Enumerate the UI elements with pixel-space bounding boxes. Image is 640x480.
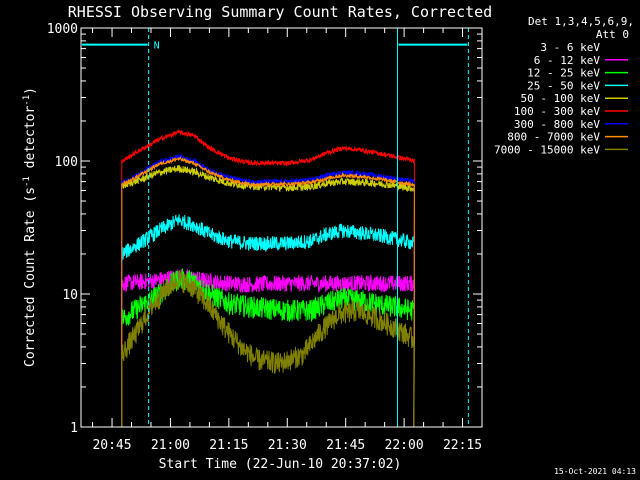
series-line-25-50-kev bbox=[121, 214, 415, 428]
series-line-100-300-kev bbox=[121, 129, 415, 428]
y-tick-label: 100 bbox=[55, 155, 78, 170]
night-marker-label: N bbox=[154, 41, 160, 52]
y-tick-label: 10 bbox=[62, 288, 78, 303]
y-axis-label-sup1: -1 bbox=[22, 176, 32, 187]
legend-entry-label: 6 - 12 keV bbox=[534, 54, 601, 67]
legend-entry-label: 800 - 7000 keV bbox=[507, 131, 600, 144]
plot-series-group bbox=[121, 129, 415, 428]
y-tick-label: 1000 bbox=[47, 22, 78, 37]
series-line-3-6-kev bbox=[121, 296, 415, 428]
y-axis-label-sup2: -1 bbox=[22, 95, 32, 106]
legend-entry-label: 100 - 300 keV bbox=[514, 105, 600, 118]
series-line-800-7000-kev bbox=[121, 156, 415, 428]
y-axis-label-end: ) bbox=[23, 87, 38, 95]
x-tick-label: 21:30 bbox=[268, 438, 307, 453]
y-axis-label-mid: detector bbox=[23, 106, 38, 177]
x-tick-label: 21:45 bbox=[326, 438, 365, 453]
y-axis-label-main: Corrected Count Rate (s bbox=[23, 187, 38, 367]
legend-header: Det 1,3,4,5,6,9, bbox=[528, 15, 634, 28]
legend-entry-label: 12 - 25 keV bbox=[527, 67, 600, 80]
x-tick-label: 22:15 bbox=[443, 438, 482, 453]
x-tick-label: 21:00 bbox=[151, 438, 190, 453]
legend-entry-label: 7000 - 15000 keV bbox=[494, 143, 600, 156]
legend-entry-label: 3 - 6 keV bbox=[540, 41, 600, 54]
x-tick-label: 22:00 bbox=[385, 438, 424, 453]
y-tick-label: 1 bbox=[70, 421, 78, 436]
series-line-300-800-kev bbox=[121, 153, 415, 428]
series-line-6-12-kev bbox=[121, 268, 415, 428]
series-line-7000-15000-kev bbox=[121, 270, 415, 428]
legend-entry-label: 50 - 100 keV bbox=[521, 92, 601, 105]
footer-timestamp: 15-Oct-2021 04:13 bbox=[554, 467, 636, 476]
y-axis: 1 10 100 1000 bbox=[47, 22, 482, 436]
y-axis-label: Corrected Count Rate (s-1 detector-1) bbox=[22, 87, 38, 367]
legend-header-att: Att 0 bbox=[596, 28, 629, 41]
plot-frame bbox=[80, 27, 483, 428]
x-axis: 20:45 21:00 21:15 21:30 21:45 22:00 22:15 bbox=[92, 28, 483, 453]
x-tick-label: 20:45 bbox=[92, 438, 131, 453]
x-axis-label: Start Time (22-Jun-10 20:37:02) bbox=[159, 457, 402, 472]
chart-title: RHESSI Observing Summary Count Rates, Co… bbox=[68, 3, 492, 21]
legend-entry-label: 300 - 800 keV bbox=[514, 118, 600, 131]
legend-entry-label: 25 - 50 keV bbox=[527, 79, 600, 92]
x-tick-label: 21:15 bbox=[209, 438, 248, 453]
